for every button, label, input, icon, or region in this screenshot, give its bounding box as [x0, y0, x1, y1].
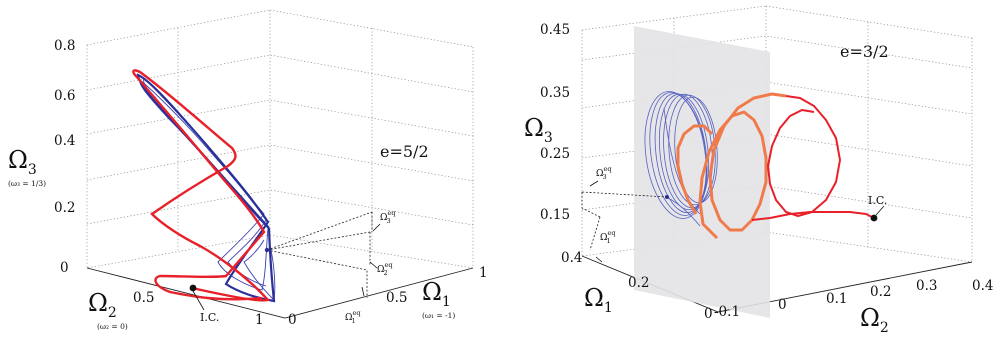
equilibrium-label-3-right: Ωeq 3 — [596, 165, 611, 181]
y-tick: 0.3 — [916, 278, 937, 294]
trajectory-red-left — [132, 69, 271, 302]
ic-label-right: I.C. — [868, 194, 887, 207]
z-tick: 0.6 — [54, 88, 75, 104]
x-axis-label-left: Ω1 — [422, 278, 451, 310]
trajectory-red-right — [676, 92, 875, 240]
ic-label-left: I.C. — [200, 311, 219, 324]
floor-axes-right — [581, 255, 973, 313]
z-tick: 0.45 — [540, 22, 570, 38]
chart-left: 0.8 0.6 0.4 0.2 0 Ω3 (ω₃ = 1/3) 0.5 1 Ω2… — [8, 9, 488, 331]
equilibrium-label-2-left: Ωeq 2 — [377, 261, 392, 277]
x-axis-label-right: Ω1 — [584, 284, 613, 316]
x-tick: 0.5 — [386, 290, 407, 306]
x-tick: 0 — [288, 312, 297, 328]
z-axis-label-left: Ω3 — [8, 146, 37, 178]
z-tick: 0 — [60, 260, 69, 276]
z-axis-label-right: Ω3 — [524, 114, 553, 146]
x-tick: 1 — [479, 265, 488, 281]
ic-marker-right — [870, 214, 878, 222]
z-ticks-left: 0.8 0.6 0.4 0.2 0 — [54, 38, 75, 276]
z-tick: 0.35 — [540, 85, 570, 101]
grid-left — [86, 9, 474, 269]
equilibrium-label-1-right: Ωeq 1 — [600, 229, 615, 245]
omega1-plane — [634, 26, 770, 318]
equilibrium-guides-left — [264, 211, 381, 298]
z-tick: 0.2 — [54, 200, 75, 216]
y-tick: 0 — [778, 297, 787, 313]
chart-right: 0.45 0.35 0.25 0.15 Ω3 0.4 0.2 0 Ω1 -0.1… — [524, 5, 993, 336]
z-tick: 0.15 — [540, 207, 570, 223]
z-tick: 0.25 — [540, 146, 570, 162]
trajectory-thin-blue-left — [139, 77, 276, 301]
y-axis-note-left: (ω₂ = 0) — [97, 322, 128, 331]
annotation-right: e=3/2 — [840, 42, 889, 61]
equilibrium-label-1-left: Ωeq 1 — [345, 309, 360, 325]
z-tick: 0.4 — [54, 133, 75, 149]
y-tick: -0.1 — [714, 304, 740, 320]
y-axis-label-right: Ω2 — [860, 304, 889, 336]
x-tick: 0 — [704, 306, 713, 322]
y-tick: 0.5 — [133, 290, 154, 306]
y-tick: 1 — [255, 312, 264, 328]
y-tick: 0.1 — [826, 291, 847, 307]
equilibrium-guides-right — [581, 180, 668, 263]
z-axis-note-left: (ω₃ = 1/3) — [8, 179, 46, 188]
y-tick: 0.2 — [870, 284, 891, 300]
x-tick: 0.4 — [561, 250, 582, 266]
y-axis-label-left: Ω2 — [88, 289, 117, 321]
ic-marker-left — [189, 284, 197, 292]
annotation-left: e=5/2 — [380, 142, 429, 161]
x-tick: 0.2 — [628, 275, 649, 291]
floor-axes-left — [86, 267, 474, 319]
trajectory-blue-left — [136, 73, 276, 303]
z-tick: 0.8 — [54, 38, 75, 54]
y-tick: 0.4 — [972, 278, 993, 294]
x-axis-note-left: (ω₁ = -1) — [422, 311, 455, 320]
equilibrium-label-3-left: Ωeq 3 — [380, 209, 395, 225]
